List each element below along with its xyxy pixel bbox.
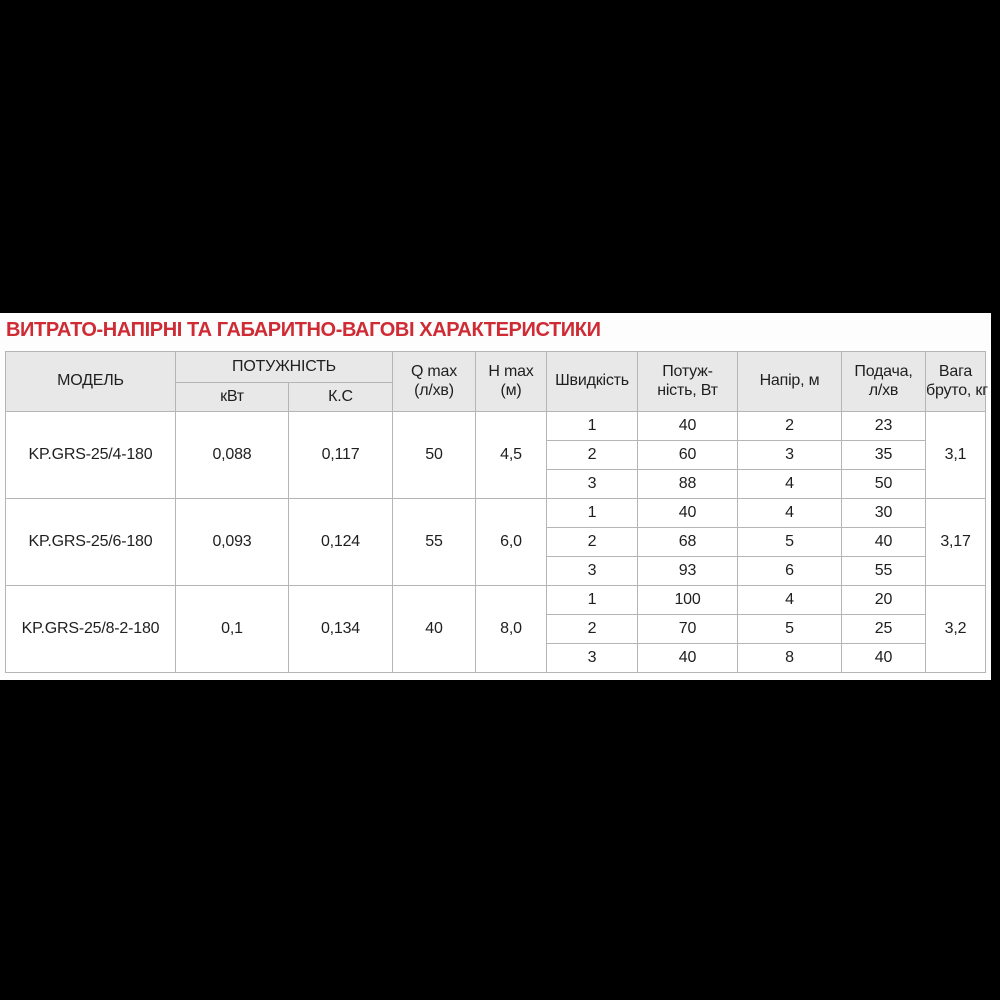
cell-head: 4 [737, 585, 842, 615]
cell-power-kw: 0,093 [175, 498, 289, 586]
cell-speed: 1 [546, 498, 638, 528]
header-power-kw: кВт [175, 382, 289, 412]
table-row: 3 40 8 40 [6, 643, 986, 673]
table-row: 3 93 6 55 [6, 556, 986, 586]
header-power-group: ПОТУЖНІСТЬ [175, 351, 393, 383]
cell-head: 2 [737, 411, 842, 441]
header-flow-line2: л/хв [868, 381, 899, 399]
cell-speed: 2 [546, 527, 638, 557]
cell-qmax: 40 [392, 585, 476, 673]
header-flow-line1: Подача, [854, 363, 913, 381]
table-row: KP.GRS-25/8-2-180 0,1 0,134 40 8,0 1 100… [5, 585, 986, 673]
cell-head: 4 [737, 469, 842, 499]
cell-speed: 2 [546, 614, 638, 644]
cell-hmax: 6,0 [475, 498, 547, 586]
cell-flow: 23 [841, 411, 926, 441]
header-qmax-line1: Q max [410, 363, 458, 381]
header-model: МОДЕЛЬ [5, 351, 176, 412]
table-row: KP.GRS-25/4-180 0,088 0,117 50 4,5 1 40 … [5, 411, 986, 499]
cell-power-w: 93 [637, 556, 738, 586]
table-row: 2 70 5 25 [6, 614, 986, 644]
cell-model: KP.GRS-25/4-180 [5, 411, 176, 499]
cell-weight: 3,2 [925, 585, 986, 673]
cell-flow: 40 [841, 643, 926, 673]
cell-qmax: 50 [392, 411, 476, 499]
cell-power-hp: 0,124 [288, 498, 393, 586]
cell-power-w: 100 [637, 585, 738, 615]
header-weight-line1: Вага [938, 363, 973, 381]
cell-power-w: 40 [637, 643, 738, 673]
cell-model: KP.GRS-25/8-2-180 [5, 585, 176, 673]
header-weight: Вага бруто, кг [925, 351, 988, 412]
cell-head: 4 [737, 498, 842, 528]
section-title: ВИТРАТО-НАПІРНІ ТА ГАБАРИТНО-ВАГОВІ ХАРА… [6, 319, 601, 341]
cell-speed: 2 [546, 440, 638, 470]
cell-flow: 25 [841, 614, 926, 644]
cell-power-w: 60 [637, 440, 738, 470]
header-power-hp: К.С [288, 382, 393, 412]
cell-speed: 3 [546, 469, 638, 499]
header-power-w: Потуж- ність, Вт [637, 351, 738, 412]
cell-speed: 3 [546, 556, 638, 586]
cell-qmax: 55 [392, 498, 476, 586]
cell-flow: 20 [841, 585, 926, 615]
cell-head: 5 [737, 614, 842, 644]
cell-head: 5 [737, 527, 842, 557]
cell-speed: 3 [546, 643, 638, 673]
cell-power-w: 40 [637, 498, 738, 528]
cell-flow: 55 [841, 556, 926, 586]
header-power-w-line2: ність, Вт [657, 381, 718, 399]
cell-flow: 30 [841, 498, 926, 528]
cell-power-w: 88 [637, 469, 738, 499]
cell-weight: 3,1 [925, 411, 986, 499]
content-panel: ВИТРАТО-НАПІРНІ ТА ГАБАРИТНО-ВАГОВІ ХАРА… [0, 313, 991, 680]
cell-hmax: 8,0 [475, 585, 547, 673]
header-weight-line2: бруто, кг [926, 381, 988, 399]
header-speed: Швидкість [546, 351, 638, 412]
pump-specs-table: МОДЕЛЬ ПОТУЖНІСТЬ Q max (л/хв) H max (м)… [5, 351, 988, 673]
header-power-w-line1: Потуж- [662, 363, 713, 381]
cell-power-kw: 0,088 [175, 411, 289, 499]
header-qmax-line2: (л/хв) [414, 381, 454, 399]
cell-flow: 35 [841, 440, 926, 470]
cell-power-w: 68 [637, 527, 738, 557]
cell-head: 8 [737, 643, 842, 673]
cell-power-w: 40 [637, 411, 738, 441]
cell-head: 6 [737, 556, 842, 586]
cell-power-w: 70 [637, 614, 738, 644]
header-head: Напір, м [737, 351, 842, 412]
cell-head: 3 [737, 440, 842, 470]
header-hmax: H max (м) [475, 351, 547, 412]
cell-model: KP.GRS-25/6-180 [5, 498, 176, 586]
cell-power-kw: 0,1 [175, 585, 289, 673]
header-flow: Подача, л/хв [841, 351, 926, 412]
cell-flow: 50 [841, 469, 926, 499]
cell-weight: 3,17 [925, 498, 986, 586]
cell-speed: 1 [546, 411, 638, 441]
cell-power-hp: 0,117 [288, 411, 393, 499]
cell-speed: 1 [546, 585, 638, 615]
header-hmax-line1: H max [488, 363, 534, 381]
header-qmax: Q max (л/хв) [392, 351, 476, 412]
table-row: 2 60 3 35 [6, 440, 986, 470]
table-row: KP.GRS-25/6-180 0,093 0,124 55 6,0 1 40 … [5, 498, 986, 586]
header-hmax-line2: (м) [500, 381, 522, 399]
cell-hmax: 4,5 [475, 411, 547, 499]
cell-power-hp: 0,134 [288, 585, 393, 673]
cell-flow: 40 [841, 527, 926, 557]
